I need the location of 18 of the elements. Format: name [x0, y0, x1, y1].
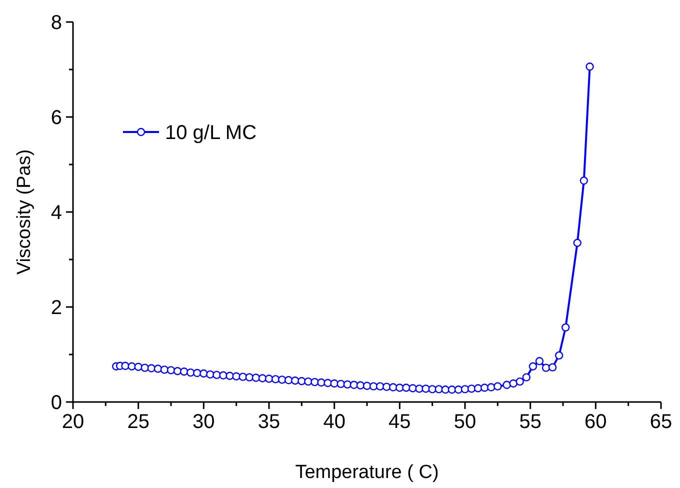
y-tick-label: 4	[50, 202, 62, 224]
x-tick-label: 35	[258, 411, 280, 433]
x-tick-label: 65	[650, 411, 672, 433]
y-axis-title: Viscosity (Pas)	[14, 149, 35, 275]
x-tick-label: 50	[454, 411, 476, 433]
x-tick-label: 55	[519, 411, 542, 433]
x-tick-label: 40	[323, 411, 346, 433]
y-tick-label: 2	[50, 297, 62, 319]
x-tick-label: 60	[584, 411, 607, 433]
legend-label: 10 g/L MC	[165, 122, 257, 144]
x-tick-label: 25	[127, 411, 150, 433]
x-tick-label: 30	[192, 411, 215, 433]
y-tick-label: 8	[50, 12, 62, 34]
y-tick-label: 6	[50, 107, 62, 129]
x-tick-label: 45	[388, 411, 411, 433]
y-tick-label: 0	[50, 392, 62, 414]
x-axis-title: Temperature ( C)	[295, 462, 439, 483]
x-tick-label: 20	[62, 411, 84, 433]
